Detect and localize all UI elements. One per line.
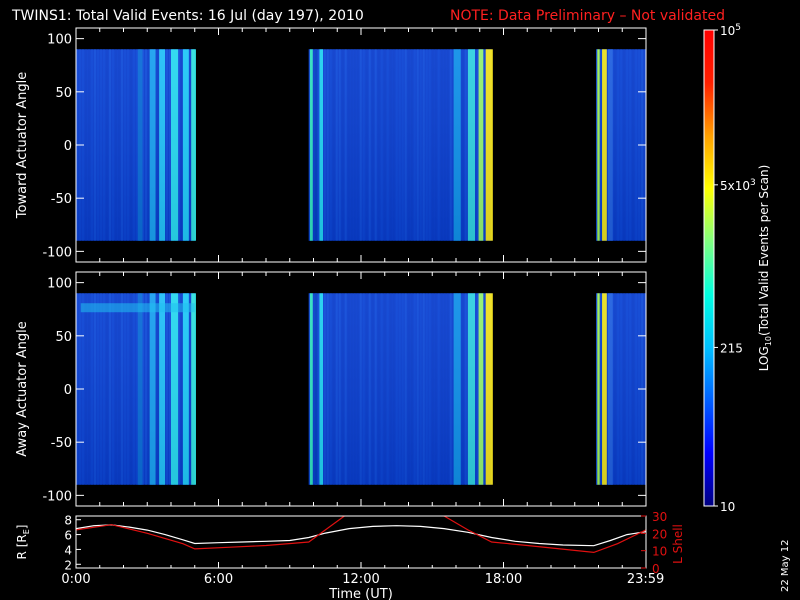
colorbar-label: LOG10(Total Valid Events per Scan) (757, 165, 773, 372)
toward-ytick-label: 0 (64, 139, 72, 154)
orbit-xtick-label: 0:00 (61, 572, 90, 587)
away-block-shade (308, 293, 492, 485)
orbit-ytick-right-label: 30 (652, 510, 667, 524)
date-stamp: 22 May 12 (780, 540, 791, 592)
colorbar-scale (704, 30, 714, 506)
lshell-line (76, 516, 646, 554)
chart-title: TWINS1: Total Valid Events: 16 Jul (day … (11, 8, 364, 24)
away-panel: 100 50 0 -50 -100 Away Actuator Angle (15, 271, 647, 507)
away-ytick-label: -100 (42, 489, 72, 504)
radius-axis-label: R [RE] (15, 525, 31, 560)
colorbar: 105 5x103 215 10 LOG10(Total Valid Events pe… (703, 23, 773, 514)
away-band (80, 303, 195, 313)
away-ylabel: Away Actuator Angle (15, 321, 30, 456)
toward-ytick-label: -50 (51, 192, 72, 207)
toward-block-shade (308, 49, 492, 241)
colorbar-tick-label: 5x103 (720, 178, 756, 193)
away-ytick-label: 50 (55, 330, 72, 345)
orbit-xtick-label: 18:00 (485, 572, 522, 587)
away-ytick-label: 0 (64, 383, 72, 398)
toward-ytick-label: -100 (42, 245, 72, 260)
toward-panel: 100 50 0 -50 -100 Toward Actuator Angle (15, 27, 647, 263)
toward-ytick-label: 100 (47, 33, 72, 48)
orbit-xtick-label: 6:00 (204, 572, 233, 587)
colorbar-frame (703, 29, 715, 507)
toward-block-shade (596, 49, 646, 241)
orbit-ytick-left-label: 6 (64, 529, 72, 543)
x-axis-title: Time (UT) (328, 587, 393, 600)
toward-ytick-label: 50 (55, 86, 72, 101)
orbit-plot-area (76, 516, 646, 568)
orbit-xtick-label: 12:00 (342, 572, 379, 587)
colorbar-tick-label: 215 (720, 341, 743, 355)
orbit-xtick-label: 23:59 (627, 572, 664, 587)
orbit-ytick-right-label: 10 (652, 545, 667, 559)
toward-ylabel: Toward Actuator Angle (15, 72, 30, 219)
away-ytick-label: 100 (47, 277, 72, 292)
radius-line (76, 524, 646, 547)
lshell-axis-label: L Shell (671, 524, 685, 564)
away-block-shade (596, 293, 646, 485)
toward-block-shade (76, 49, 195, 241)
preliminary-note: NOTE: Data Preliminary – Not validated (450, 8, 725, 24)
orbit-ytick-right-label: 20 (652, 527, 667, 541)
away-block-shade (76, 293, 195, 485)
orbit-ytick-left-label: 8 (64, 514, 72, 528)
colorbar-tick-label: 10 (720, 500, 735, 514)
away-ytick-label: -50 (51, 436, 72, 451)
orbit-ytick-right-label: 0 (652, 562, 660, 576)
orbit-ytick-left-label: 4 (64, 543, 72, 557)
orbit-ytick-left-label: 2 (64, 558, 72, 572)
colorbar-tick-label: 105 (720, 23, 741, 38)
